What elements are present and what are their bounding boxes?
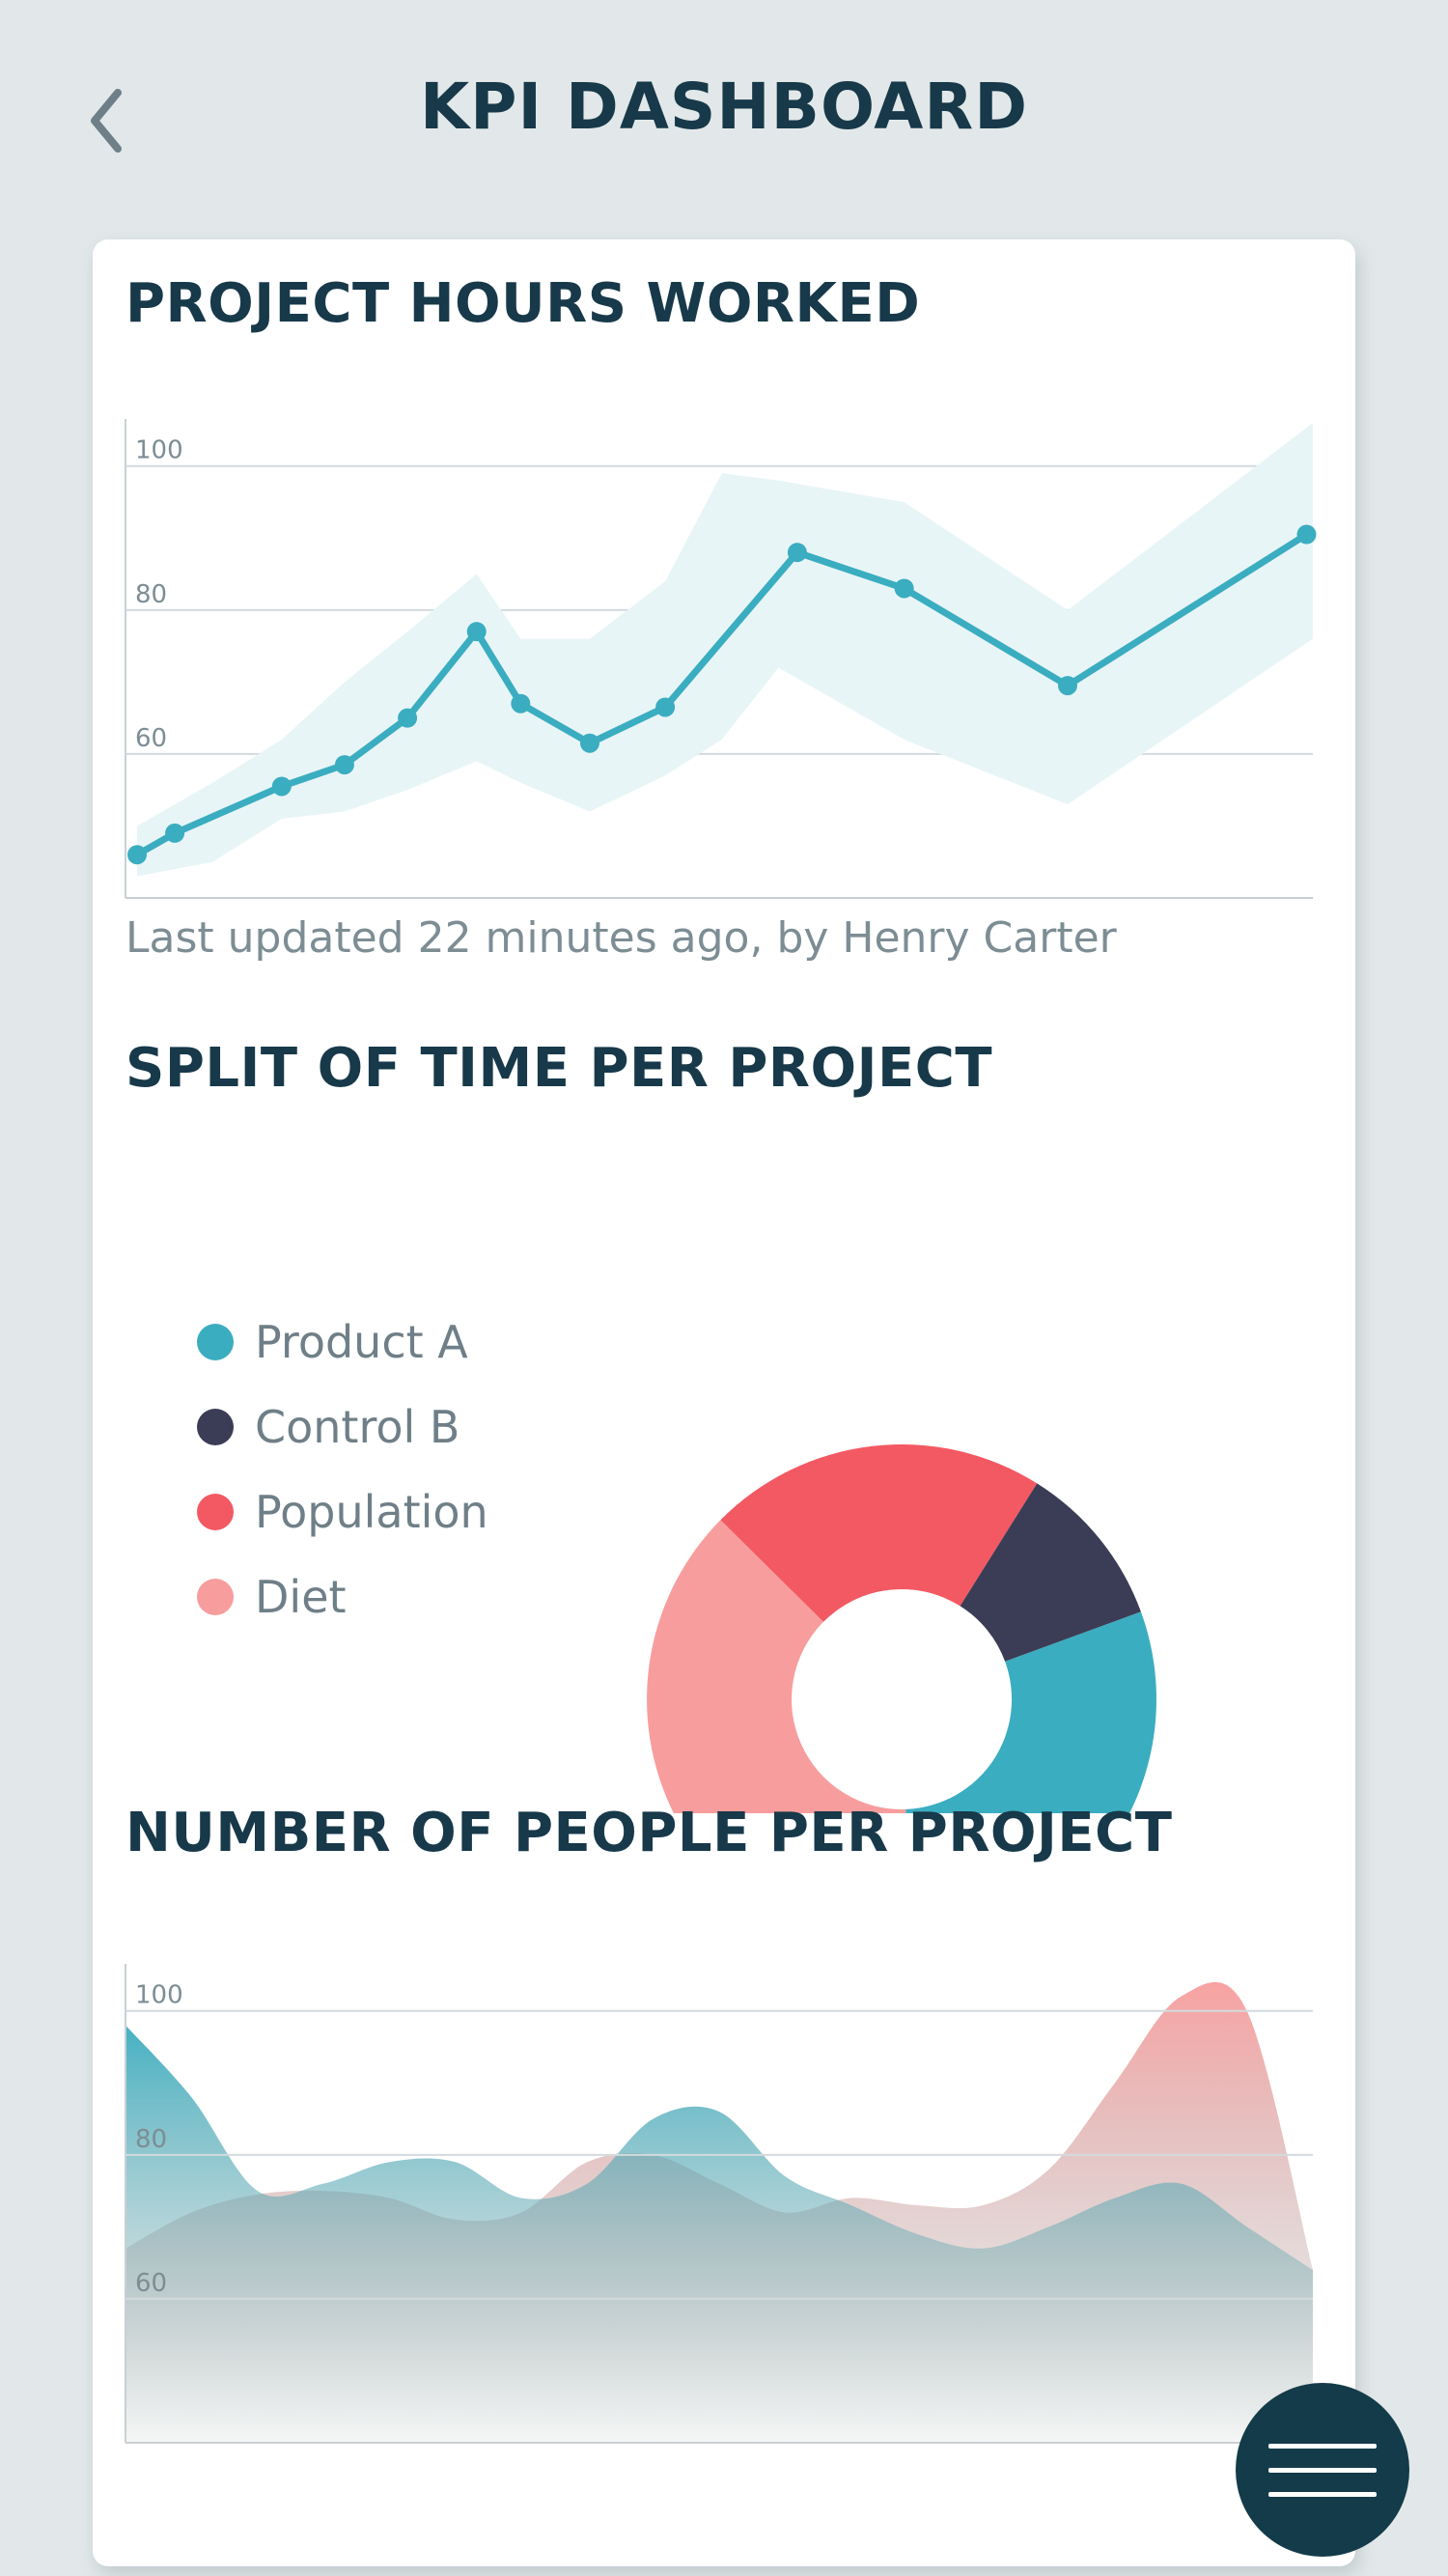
data-point [894, 578, 914, 599]
page-title: KPI DASHBOARD [419, 70, 1028, 144]
data-point [334, 755, 354, 775]
data-point [1057, 676, 1077, 696]
pie-slice [647, 1520, 906, 1813]
menu-button[interactable] [1236, 2383, 1409, 2557]
y-tick-label: 60 [135, 724, 167, 753]
y-tick-label: 60 [135, 2269, 167, 2298]
y-tick-label: 80 [135, 580, 167, 609]
legend-dot-icon [197, 1409, 234, 1445]
legend-label: Diet [255, 1571, 347, 1623]
legend-item: Control B [197, 1385, 488, 1470]
section-title-people: NUMBER OF PEOPLE PER PROJECT [125, 1802, 1173, 1864]
legend-label: Population [255, 1486, 488, 1538]
data-point [655, 697, 676, 717]
section-title-split: SPLIT OF TIME PER PROJECT [125, 1037, 993, 1100]
data-point [787, 543, 807, 563]
data-point [165, 823, 185, 843]
y-tick-label: 100 [135, 1981, 183, 2010]
last-updated-text: Last updated 22 minutes ago, by Henry Ca… [125, 913, 1117, 963]
legend-item: Product A [197, 1300, 488, 1385]
legend-item: Population [197, 1470, 488, 1554]
confidence-band [137, 423, 1313, 877]
data-point [127, 845, 147, 865]
pie-slice [905, 1611, 1156, 1813]
section-title-hours: PROJECT HOURS WORKED [125, 272, 921, 335]
legend-item: Diet [197, 1554, 488, 1639]
pie-legend: Product A Control B Population Diet [197, 1300, 488, 1639]
legend-dot-icon [197, 1494, 234, 1530]
legend-dot-icon [197, 1324, 234, 1360]
chevron-left-icon [91, 89, 122, 153]
data-point [1296, 524, 1317, 545]
hours-line-chart: 100 80 60 [125, 419, 1317, 899]
area-series [125, 2025, 1313, 2443]
y-tick-label: 80 [135, 2125, 167, 2154]
dashboard-card: PROJECT HOURS WORKED 100 80 60 Last update… [93, 239, 1355, 2566]
people-area-chart: 100 80 60 [125, 1964, 1313, 2444]
back-button[interactable] [77, 77, 135, 164]
split-donut-chart [647, 1444, 1156, 1813]
header: KPI DASHBOARD [0, 0, 1448, 232]
data-point [398, 708, 418, 728]
menu-icon [1268, 2424, 1377, 2516]
legend-label: Control B [255, 1401, 460, 1453]
legend-dot-icon [197, 1579, 234, 1615]
pie-slice [720, 1444, 1038, 1622]
pie-slice [960, 1483, 1141, 1662]
data-point [271, 776, 292, 797]
data-point [511, 693, 531, 714]
legend-label: Product A [255, 1316, 468, 1368]
y-tick-label: 100 [135, 436, 183, 465]
data-point [466, 622, 487, 642]
data-point [579, 733, 599, 753]
